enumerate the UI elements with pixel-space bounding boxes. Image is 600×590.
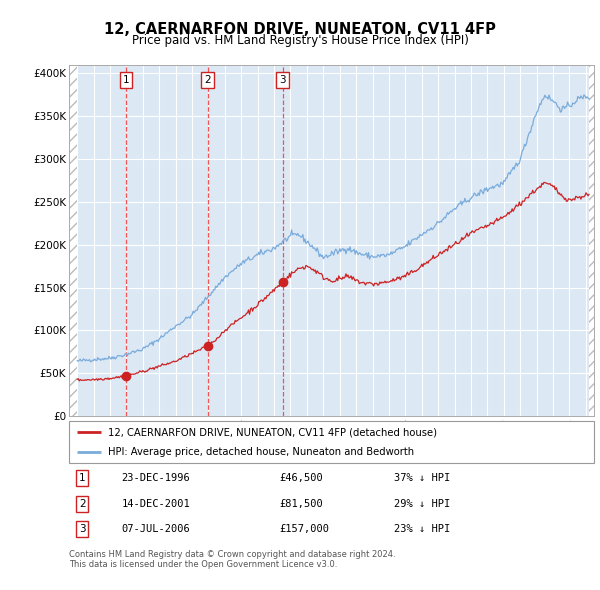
Text: 2: 2 (79, 499, 85, 509)
Text: 2: 2 (205, 76, 211, 86)
Text: 12, CAERNARFON DRIVE, NUNEATON, CV11 4FP (detached house): 12, CAERNARFON DRIVE, NUNEATON, CV11 4FP… (109, 427, 437, 437)
FancyBboxPatch shape (69, 421, 594, 463)
Text: 23% ↓ HPI: 23% ↓ HPI (395, 525, 451, 535)
Text: £81,500: £81,500 (279, 499, 323, 509)
Text: 1: 1 (79, 473, 85, 483)
Bar (69, 65, 77, 416)
Text: 3: 3 (79, 525, 85, 535)
Text: 23-DEC-1996: 23-DEC-1996 (121, 473, 190, 483)
Text: 1: 1 (122, 76, 129, 86)
Text: 29% ↓ HPI: 29% ↓ HPI (395, 499, 451, 509)
Text: 12, CAERNARFON DRIVE, NUNEATON, CV11 4FP: 12, CAERNARFON DRIVE, NUNEATON, CV11 4FP (104, 22, 496, 37)
Text: 07-JUL-2006: 07-JUL-2006 (121, 525, 190, 535)
Text: HPI: Average price, detached house, Nuneaton and Bedworth: HPI: Average price, detached house, Nune… (109, 447, 415, 457)
Text: 37% ↓ HPI: 37% ↓ HPI (395, 473, 451, 483)
Bar (589, 65, 594, 416)
Text: Price paid vs. HM Land Registry's House Price Index (HPI): Price paid vs. HM Land Registry's House … (131, 34, 469, 47)
Text: 14-DEC-2001: 14-DEC-2001 (121, 499, 190, 509)
Text: 3: 3 (279, 76, 286, 86)
Text: £157,000: £157,000 (279, 525, 329, 535)
Text: £46,500: £46,500 (279, 473, 323, 483)
Text: Contains HM Land Registry data © Crown copyright and database right 2024.
This d: Contains HM Land Registry data © Crown c… (69, 550, 395, 569)
